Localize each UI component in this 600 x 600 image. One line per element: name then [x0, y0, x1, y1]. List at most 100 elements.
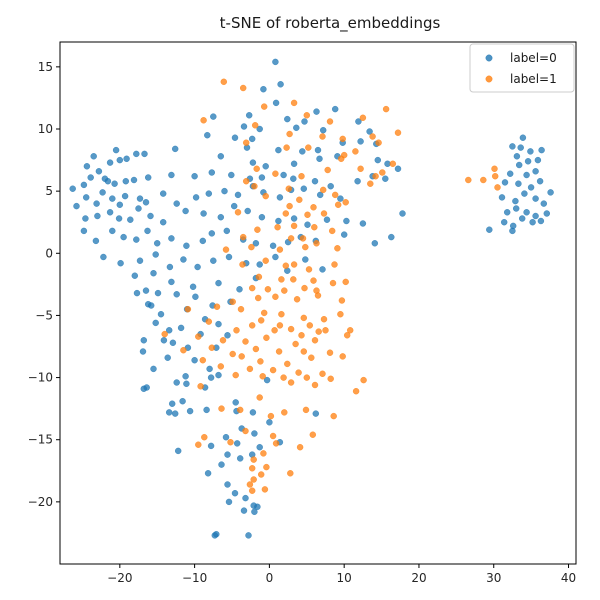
scatter-point-series-1-69	[310, 277, 317, 284]
scatter-point-series-1-125	[246, 365, 254, 373]
scatter-point-series-1-102	[347, 327, 354, 334]
scatter-point-series-1-130	[259, 373, 266, 380]
scatter-point-series-0-12	[301, 118, 308, 125]
scatter-point-series-0-240	[536, 177, 544, 185]
scatter-point-series-1-64	[305, 266, 313, 273]
scatter-point-series-0-112	[109, 227, 116, 235]
scatter-point-series-0-21	[275, 146, 282, 154]
scatter-point-series-0-180	[150, 365, 157, 373]
scatter-point-series-1-37	[286, 202, 293, 210]
scatter-point-series-0-15	[366, 128, 373, 135]
scatter-point-series-0-64	[382, 175, 389, 182]
scatter-point-series-0-78	[192, 194, 200, 201]
scatter-point-series-0-258	[509, 227, 516, 235]
scatter-point-series-0-191	[179, 398, 186, 405]
scatter-point-series-1-90	[184, 306, 192, 313]
scatter-point-series-1-167	[492, 172, 499, 180]
scatter-point-series-0-60	[311, 177, 319, 185]
x-tick-label: 40	[561, 571, 576, 585]
scatter-point-series-0-220	[240, 507, 248, 514]
scatter-point-series-0-194	[186, 407, 194, 415]
scatter-point-series-0-11	[293, 124, 300, 132]
scatter-point-series-0-74	[136, 195, 144, 202]
scatter-point-series-1-2	[290, 99, 298, 107]
scatter-point-series-1-72	[248, 284, 256, 292]
scatter-point-series-1-123	[339, 353, 346, 360]
scatter-point-series-1-126	[269, 366, 277, 374]
scatter-point-series-0-117	[168, 235, 175, 242]
x-tick-label: −10	[182, 571, 207, 585]
scatter-point-series-1-133	[327, 375, 334, 382]
scatter-point-series-1-164	[465, 176, 472, 184]
scatter-point-series-0-244	[521, 190, 528, 197]
scatter-point-series-1-158	[258, 471, 265, 478]
scatter-point-series-0-234	[507, 170, 514, 177]
scatter-point-series-0-61	[327, 182, 334, 190]
scatter-point-series-0-101	[244, 207, 251, 215]
scatter-point-series-1-151	[227, 439, 234, 446]
scatter-point-series-1-132	[303, 374, 310, 381]
scatter-point-series-0-39	[123, 155, 130, 163]
scatter-point-series-0-8	[284, 115, 291, 123]
scatter-point-series-1-162	[246, 481, 254, 488]
scatter-point-series-0-49	[122, 177, 130, 185]
scatter-point-series-1-159	[287, 470, 294, 477]
scatter-point-series-0-151	[236, 286, 243, 293]
y-tick-label: −5	[35, 308, 53, 322]
scatter-point-series-0-66	[69, 185, 76, 192]
scatter-point-series-0-128	[341, 231, 348, 238]
scatter-point-series-1-38	[296, 196, 303, 204]
scatter-point-series-0-38	[116, 156, 124, 164]
scatter-point-series-1-139	[218, 405, 225, 412]
scatter-point-series-0-172	[160, 337, 168, 344]
scatter-point-series-1-91	[248, 322, 256, 329]
scatter-point-series-0-176	[139, 348, 147, 355]
scatter-point-series-0-247	[504, 209, 511, 216]
scatter-point-series-1-34	[332, 191, 339, 199]
scatter-point-series-1-63	[290, 261, 298, 268]
scatter-point-series-1-32	[285, 185, 292, 192]
scatter-point-series-0-106	[323, 216, 331, 223]
scatter-point-series-1-135	[287, 379, 295, 386]
y-tick-label: 15	[38, 60, 53, 74]
scatter-point-series-0-62	[354, 177, 361, 185]
scatter-point-series-1-48	[311, 223, 318, 231]
scatter-point-series-0-215	[231, 490, 239, 497]
scatter-point-series-0-105	[304, 221, 311, 228]
scatter-point-series-1-96	[205, 318, 213, 325]
scatter-point-series-0-17	[248, 135, 256, 143]
scatter-point-series-0-251	[543, 210, 550, 217]
scatter-point-series-0-184	[263, 376, 271, 384]
x-tick-label: 20	[411, 571, 426, 585]
scatter-point-series-1-97	[233, 327, 240, 334]
scatter-point-series-0-48	[111, 180, 118, 187]
scatter-point-series-0-207	[207, 442, 215, 450]
scatter-point-series-1-92	[271, 327, 278, 334]
scatter-point-series-1-168	[494, 184, 501, 191]
scatter-point-series-0-97	[182, 207, 189, 215]
scatter-point-series-1-113	[229, 350, 236, 358]
scatter-point-series-0-224	[245, 532, 252, 539]
scatter-point-series-1-140	[236, 406, 244, 414]
scatter-point-series-0-129	[371, 240, 378, 247]
scatter-point-series-0-84	[276, 194, 284, 201]
scatter-point-series-1-65	[331, 261, 338, 268]
scatter-point-series-1-148	[269, 432, 277, 440]
scatter-point-series-0-99	[217, 213, 225, 221]
scatter-point-series-1-150	[195, 441, 202, 448]
scatter-point-series-1-160	[250, 476, 257, 483]
scatter-point-series-0-73	[121, 192, 129, 200]
scatter-point-series-1-157	[263, 463, 270, 471]
scatter-point-series-1-122	[308, 354, 315, 361]
scatter-point-series-1-77	[229, 298, 236, 305]
y-tick-label: −15	[28, 433, 53, 447]
scatter-point-series-0-19	[204, 131, 211, 139]
scatter-point-series-1-70	[329, 279, 337, 287]
scatter-point-series-0-205	[256, 444, 263, 451]
scatter-point-series-1-71	[342, 278, 349, 286]
scatter-point-series-1-42	[234, 209, 242, 216]
scatter-point-series-0-13	[320, 126, 327, 134]
scatter-point-series-0-22	[299, 148, 306, 155]
legend-marker-0	[485, 54, 493, 62]
